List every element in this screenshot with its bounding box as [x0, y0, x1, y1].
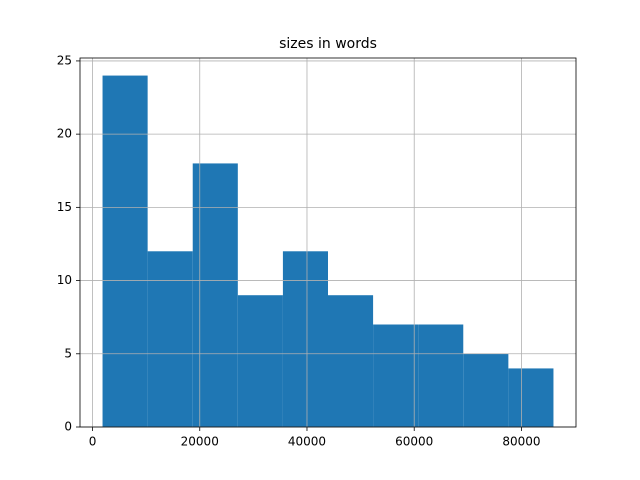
x-tick-label: 80000 — [502, 435, 540, 449]
y-tick-label: 25 — [57, 53, 72, 67]
y-tick-label: 5 — [64, 346, 72, 360]
bar — [102, 75, 148, 428]
y-tick-label: 10 — [57, 273, 72, 287]
x-tick-label: 60000 — [395, 435, 433, 449]
bar — [147, 251, 193, 427]
plot-frame — [79, 57, 577, 428]
x-tick-label: 20000 — [181, 435, 219, 449]
bar — [418, 324, 464, 427]
x-tick-label: 40000 — [288, 435, 326, 449]
bar — [508, 368, 554, 427]
bar — [237, 295, 283, 427]
chart-title: sizes in words — [279, 36, 377, 52]
bar — [463, 353, 509, 427]
bar — [373, 324, 419, 427]
bar — [328, 295, 374, 427]
bar — [282, 251, 328, 427]
x-tick-label: 0 — [89, 435, 97, 449]
y-tick-label: 15 — [57, 200, 72, 214]
y-tick-label: 20 — [57, 127, 72, 141]
y-tick-label: 0 — [64, 420, 72, 434]
